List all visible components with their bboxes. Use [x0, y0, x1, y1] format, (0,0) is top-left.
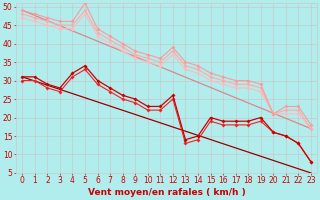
X-axis label: Vent moyen/en rafales ( km/h ): Vent moyen/en rafales ( km/h ) [88, 188, 245, 197]
